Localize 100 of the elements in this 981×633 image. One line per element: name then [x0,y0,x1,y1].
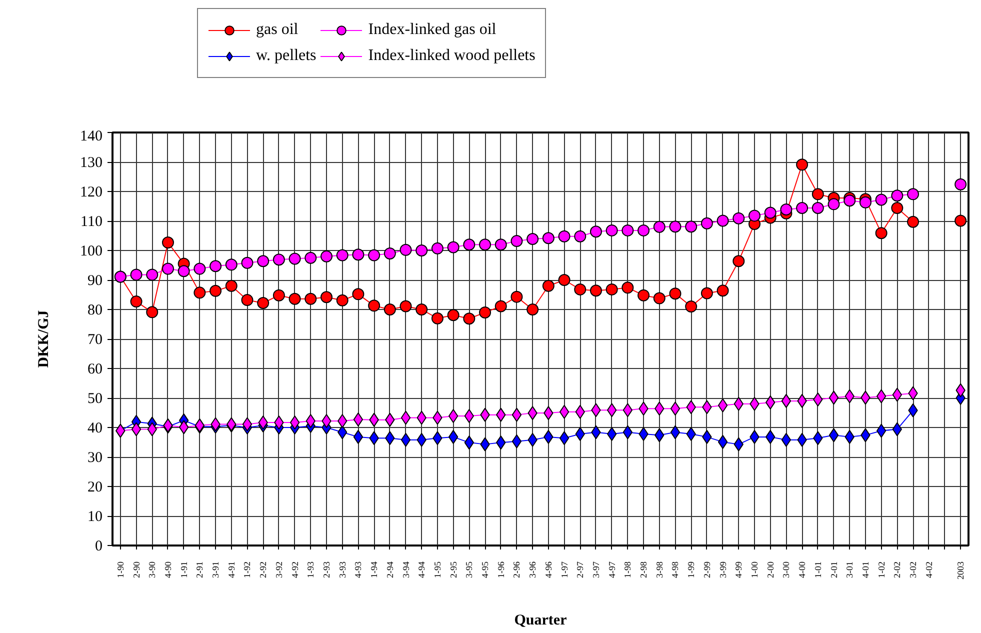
x-tick-label: 3-95 [464,561,474,578]
point [288,252,301,265]
point [907,188,920,200]
point [512,408,522,422]
point [859,196,872,208]
point [526,304,539,316]
x-tick-label: 1-94 [369,561,380,578]
point [336,249,348,262]
point [225,258,238,271]
x-tick-label: 2-92 [258,561,268,578]
point [718,434,728,449]
x-tick-label: 3-97 [590,561,601,578]
point [194,286,206,299]
x-tick-label: 3-96 [528,561,538,578]
x-tick-label: 1-95 [432,561,442,578]
x-tick-label: 2-01 [828,561,839,578]
point [796,202,808,214]
x-tick-label: 4-95 [480,561,490,578]
point [178,265,190,278]
x-tick-label: 4-02 [924,561,934,578]
y-tick-label: 60 [88,362,102,378]
point [748,210,760,222]
x-tick-label: 1-97 [559,561,570,578]
point [875,227,888,240]
point [510,290,523,303]
point [447,309,460,322]
x-tick-label: 3-90 [147,561,158,578]
x-tick-label: 2-91 [194,561,205,578]
x-tick-label: 1-91 [178,561,189,578]
point [542,280,554,292]
point [241,294,254,306]
x-tick-label: 2-95 [448,561,458,578]
x-tick-label: 4-01 [860,561,870,578]
x-tick-label: 2-98 [638,561,649,578]
x-tick-label: 4-93 [353,561,364,578]
y-tick-label: 90 [88,273,102,289]
point [558,230,570,242]
point [353,430,364,444]
y-tick-label: 20 [88,480,102,496]
point [272,289,285,302]
y-tick-label: 40 [88,420,102,436]
point [622,224,634,236]
point [257,297,270,309]
x-tick-label: 1-90 [115,561,126,578]
x-tick-label: 2-02 [892,561,902,578]
point [447,241,460,254]
point [700,287,713,300]
x-tick-label: 1-01 [812,561,823,578]
point [716,284,729,297]
point [431,312,444,324]
point [368,249,380,262]
point [638,224,650,236]
point [685,220,698,233]
x-tick-label: 1-96 [496,561,506,578]
point [416,244,428,256]
point [448,430,458,444]
point [146,306,158,318]
y-tick-label: 30 [88,450,102,466]
point [479,306,492,318]
point [764,206,776,219]
point [400,432,411,447]
point [210,284,222,297]
x-tick-label: 2003 [956,561,966,580]
point [130,296,142,308]
x-tick-label: 4-96 [543,561,554,578]
x-tick-label: 3-91 [210,561,221,578]
point [162,262,174,275]
point [732,212,745,224]
point [954,178,967,190]
x-tick-label: 2-97 [575,561,586,578]
point [574,283,586,296]
point [131,422,142,436]
y-tick-label: 140 [80,128,102,144]
point [559,431,570,446]
point [875,194,888,206]
point [718,398,728,412]
point [352,248,364,261]
point [431,242,444,254]
x-tick-label: 1-93 [306,561,316,578]
point [463,238,476,251]
x-tick-label: 1-00 [750,561,760,578]
point [574,230,586,242]
point [590,284,602,297]
y-tick-label: 130 [80,155,102,171]
point [194,262,206,275]
point [954,214,967,227]
point [891,202,904,214]
point [512,434,522,448]
x-tick-label: 4-97 [606,561,617,578]
point [638,289,650,302]
point [288,292,301,305]
point [780,204,792,216]
y-tick-label: 100 [80,244,102,260]
point [510,235,523,248]
x-tick-label: 2-99 [702,561,712,578]
x-tick-label: 2-90 [131,561,142,578]
y-axis-title: DKK/GJ [36,310,52,368]
legend-label: w. pellets [256,46,316,66]
point [622,282,634,294]
point [653,292,666,304]
